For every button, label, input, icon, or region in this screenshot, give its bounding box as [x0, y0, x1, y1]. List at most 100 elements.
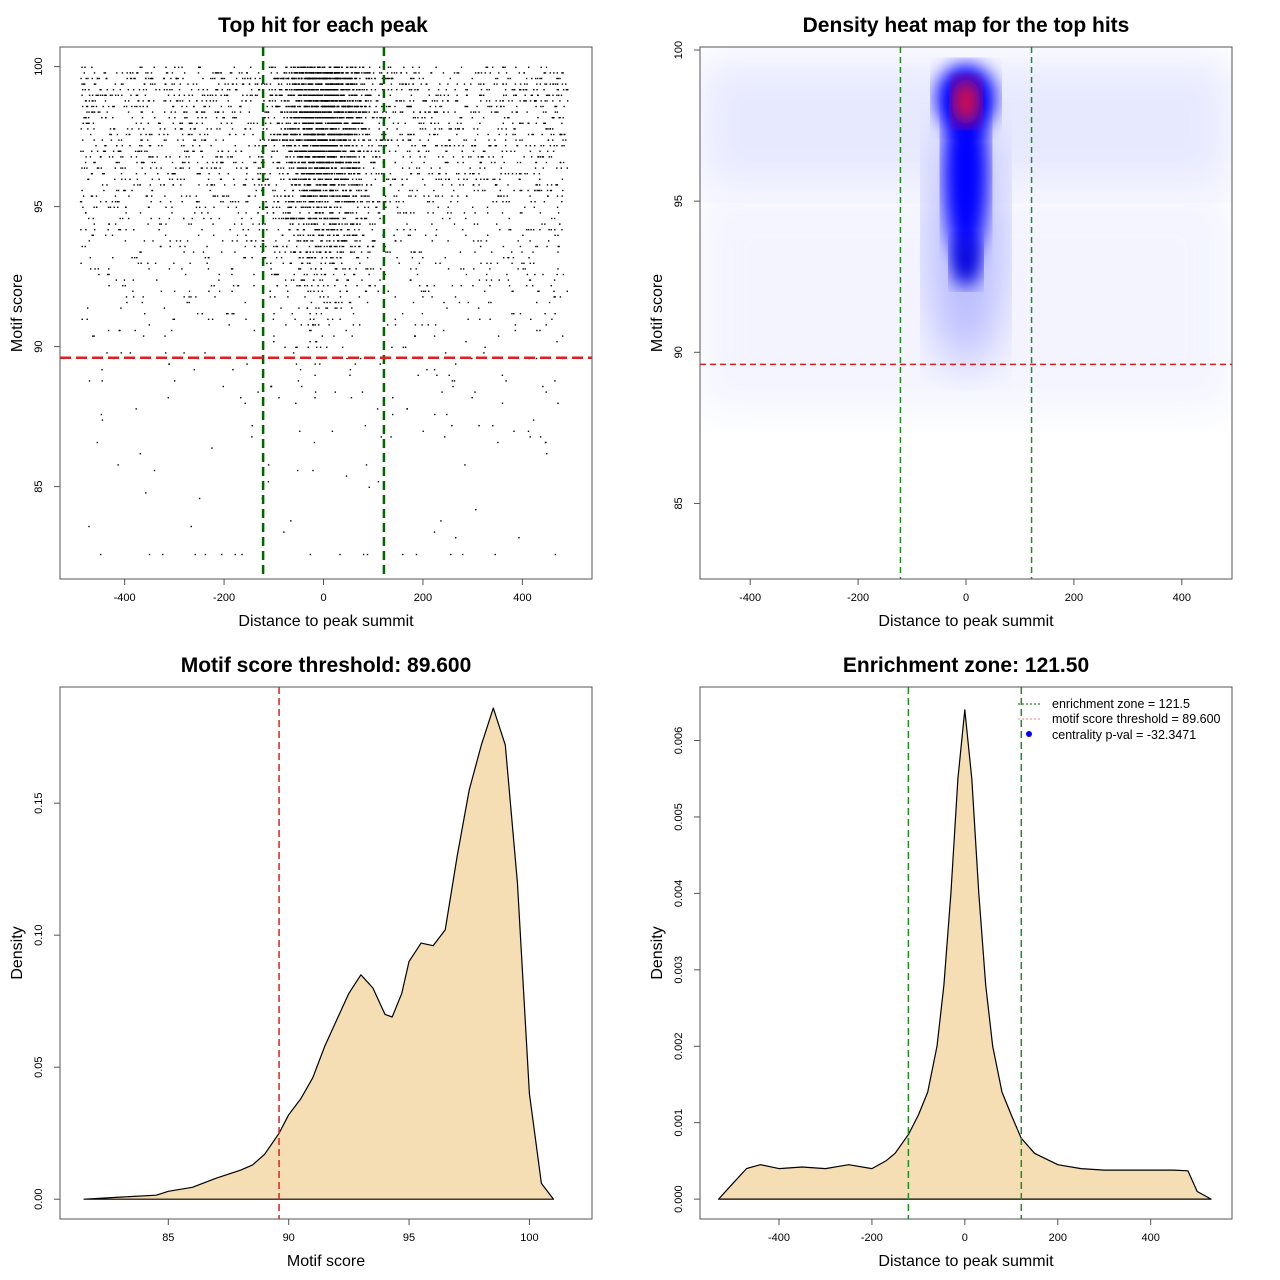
scatter-point — [338, 212, 341, 214]
scatter-point — [303, 279, 305, 281]
scatter-point — [439, 105, 441, 108]
scatter-point — [480, 262, 482, 264]
scatter-point — [294, 251, 297, 253]
scatter-point — [559, 117, 561, 119]
scatter-point — [289, 117, 291, 119]
scatter-point — [395, 240, 397, 242]
scatter-point — [346, 156, 348, 158]
scatter-point — [493, 83, 495, 85]
scatter-point — [231, 240, 234, 242]
scatter-point — [316, 273, 318, 276]
scatter-point — [301, 167, 303, 169]
scatter-point — [392, 111, 394, 113]
scatter-point — [296, 156, 299, 158]
scatter-point — [98, 77, 100, 80]
scatter-point — [341, 245, 343, 248]
scatter-point — [354, 195, 357, 197]
scatter-point — [413, 212, 415, 214]
scatter-point — [356, 83, 358, 85]
scatter-point — [103, 150, 105, 152]
scatter-point — [257, 173, 259, 175]
scatter-point — [327, 234, 329, 236]
scatter-point — [485, 240, 488, 242]
scatter-point — [224, 184, 226, 186]
scatter-point — [462, 128, 464, 130]
scatter-point — [334, 128, 337, 130]
scatter-point — [329, 184, 331, 186]
scatter-point — [244, 184, 247, 186]
scatter-point — [487, 105, 489, 108]
scatter-point — [286, 83, 288, 85]
scatter-point — [201, 229, 203, 231]
scatter-point — [309, 318, 311, 320]
scatter-point — [382, 111, 384, 113]
scatter-point — [396, 100, 398, 102]
scatter-point — [330, 145, 332, 147]
scatter-point — [533, 206, 535, 208]
scatter-point — [282, 262, 284, 264]
scatter-point — [297, 380, 300, 382]
scatter-point — [330, 173, 333, 175]
scatter-point — [114, 178, 116, 180]
scatter-point — [548, 240, 550, 242]
scatter-point — [346, 105, 349, 108]
scatter-point — [338, 184, 340, 186]
panel3-title: Motif score threshold: 89.600 — [181, 654, 472, 677]
scatter-point — [136, 72, 138, 74]
scatter-point — [471, 77, 473, 80]
scatter-point — [319, 161, 321, 164]
scatter-point — [448, 374, 450, 376]
scatter-point — [305, 150, 307, 152]
scatter-point — [511, 89, 513, 91]
scatter-point — [111, 201, 114, 203]
scatter-point — [92, 122, 95, 124]
scatter-point — [227, 150, 230, 152]
scatter-point — [496, 105, 498, 108]
scatter-point — [379, 72, 381, 74]
scatter-point — [381, 173, 383, 175]
scatter-point — [384, 117, 386, 119]
scatter-point — [504, 145, 507, 147]
scatter-point — [147, 223, 149, 225]
scatter-point — [408, 195, 410, 197]
scatter-point — [559, 161, 561, 164]
scatter-point — [561, 145, 563, 147]
scatter-point — [565, 139, 567, 141]
scatter-point — [337, 161, 340, 164]
scatter-point — [358, 296, 360, 298]
scatter-point — [158, 133, 160, 136]
scatter-point — [457, 195, 459, 197]
scatter-point — [136, 178, 139, 180]
scatter-point — [170, 201, 172, 203]
scatter-point — [313, 133, 316, 136]
scatter-point — [346, 229, 349, 231]
scatter-point — [266, 105, 268, 108]
scatter-point — [456, 122, 459, 124]
scatter-point — [112, 257, 114, 259]
scatter-point — [421, 117, 423, 119]
scatter-point — [561, 229, 563, 231]
scatter-point — [374, 89, 377, 91]
scatter-point — [325, 184, 328, 186]
scatter-point — [413, 77, 415, 80]
scatter-point — [207, 268, 210, 270]
scatter-point — [127, 89, 129, 91]
scatter-point — [284, 100, 286, 102]
scatter-point — [254, 145, 256, 147]
scatter-point — [181, 201, 183, 203]
scatter-point — [141, 167, 143, 169]
scatter-point — [332, 94, 335, 96]
scatter-point — [332, 100, 334, 102]
scatter-point — [334, 301, 336, 304]
scatter-point — [88, 380, 91, 382]
scatter-point — [196, 111, 198, 113]
scatter-point — [330, 156, 332, 158]
scatter-point — [323, 217, 325, 220]
scatter-point — [454, 296, 457, 298]
scatter-point — [315, 94, 317, 96]
scatter-point — [193, 150, 195, 152]
scatter-point — [433, 189, 435, 192]
scatter-point — [357, 184, 359, 186]
scatter-point — [117, 206, 119, 208]
scatter-point — [80, 201, 83, 203]
